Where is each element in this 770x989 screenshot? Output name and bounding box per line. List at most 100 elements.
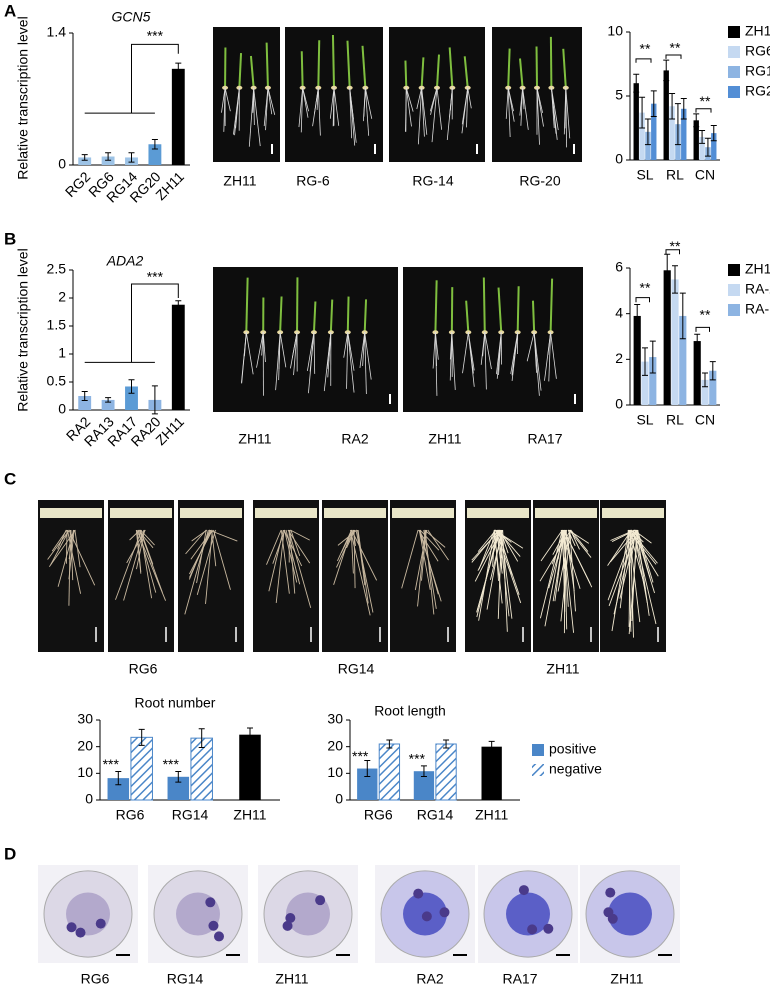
bar: [671, 279, 679, 405]
bar: [645, 131, 651, 160]
primordium: [282, 920, 293, 931]
significance: ***: [103, 756, 120, 772]
bar: [167, 776, 190, 800]
shoot: [507, 48, 511, 88]
shoot: [300, 51, 304, 88]
root: [429, 87, 438, 112]
bracket: [695, 326, 710, 332]
root: [421, 87, 425, 137]
root: [424, 529, 435, 615]
tube-cap: [535, 508, 597, 518]
root: [123, 529, 145, 601]
root: [432, 332, 436, 369]
panel-label: A: [4, 1, 16, 20]
root: [401, 529, 419, 589]
root: [267, 87, 273, 115]
legend-swatch: [728, 264, 740, 276]
root: [562, 529, 575, 633]
caption: ZH11: [238, 431, 271, 447]
root: [462, 332, 469, 374]
bar: [633, 83, 639, 160]
error-bar: [198, 728, 205, 748]
error-bar: [669, 92, 676, 120]
root: [484, 332, 492, 370]
bar: [679, 315, 687, 405]
root: [278, 332, 281, 369]
root: [421, 529, 427, 581]
x-tick-label: ZH11: [475, 807, 508, 823]
error-bar: [679, 292, 686, 340]
bar: [681, 108, 687, 160]
root: [435, 332, 438, 396]
root: [467, 87, 472, 109]
root: [633, 529, 648, 603]
error-bar: [693, 113, 700, 128]
panel-label: D: [4, 844, 16, 863]
y-axis-label: Relative transcription level: [15, 16, 31, 179]
root: [634, 529, 655, 594]
x-tick-label: ZH11: [152, 413, 187, 448]
error-bar: [663, 59, 670, 82]
root: [347, 332, 355, 393]
root: [451, 332, 456, 390]
x-tick-label: SL: [636, 167, 653, 183]
root: [300, 87, 304, 133]
root: [551, 87, 557, 134]
error-bar: [364, 760, 371, 778]
error-bar: [81, 391, 88, 401]
root: [51, 529, 68, 552]
root: [196, 529, 207, 584]
root: [234, 87, 240, 136]
x-tick-label: RG14: [417, 807, 454, 823]
root: [478, 529, 496, 621]
primordium: [421, 911, 432, 922]
root: [446, 87, 453, 141]
root: [74, 529, 81, 568]
root: [262, 332, 266, 363]
shoot: [245, 277, 249, 333]
root: [359, 332, 366, 369]
root: [466, 87, 469, 128]
significance: **: [640, 279, 651, 295]
x-tick-label: SL: [636, 412, 653, 428]
bar: [641, 361, 649, 405]
x-tick-label: RG6: [364, 807, 393, 823]
root: [570, 529, 589, 552]
root: [253, 87, 255, 125]
primordium: [213, 931, 224, 942]
root: [486, 529, 502, 610]
error-bar: [674, 103, 681, 146]
root: [419, 529, 440, 551]
root: [628, 529, 639, 635]
error-bar: [702, 372, 708, 388]
error-bar: [644, 118, 651, 146]
legend-label: ZH11: [745, 23, 770, 39]
root: [333, 529, 353, 585]
legend-label: positive: [549, 741, 597, 757]
stele: [506, 892, 550, 936]
root: [248, 87, 255, 147]
root: [290, 332, 298, 369]
primordium: [75, 927, 86, 938]
root: [478, 529, 495, 570]
caption: RG-20: [519, 173, 560, 189]
root: [544, 332, 551, 381]
root: [436, 87, 443, 130]
error-bar: [642, 347, 648, 376]
y-tick-label: 1.4: [47, 24, 67, 40]
shoot: [331, 34, 335, 88]
y-tick-label: 10: [77, 764, 93, 780]
root: [484, 332, 487, 390]
shoot: [448, 47, 454, 88]
x-tick-label: RL: [666, 167, 684, 183]
caption: RA17: [527, 431, 562, 447]
root: [550, 332, 557, 379]
root: [461, 87, 469, 125]
bar: [107, 778, 130, 800]
y-tick-label: 2: [615, 350, 623, 366]
root: [115, 529, 142, 600]
legend-label: RG20: [745, 83, 770, 99]
panel-label: C: [4, 469, 16, 488]
root: [449, 332, 453, 381]
caption: RG-14: [412, 173, 453, 189]
